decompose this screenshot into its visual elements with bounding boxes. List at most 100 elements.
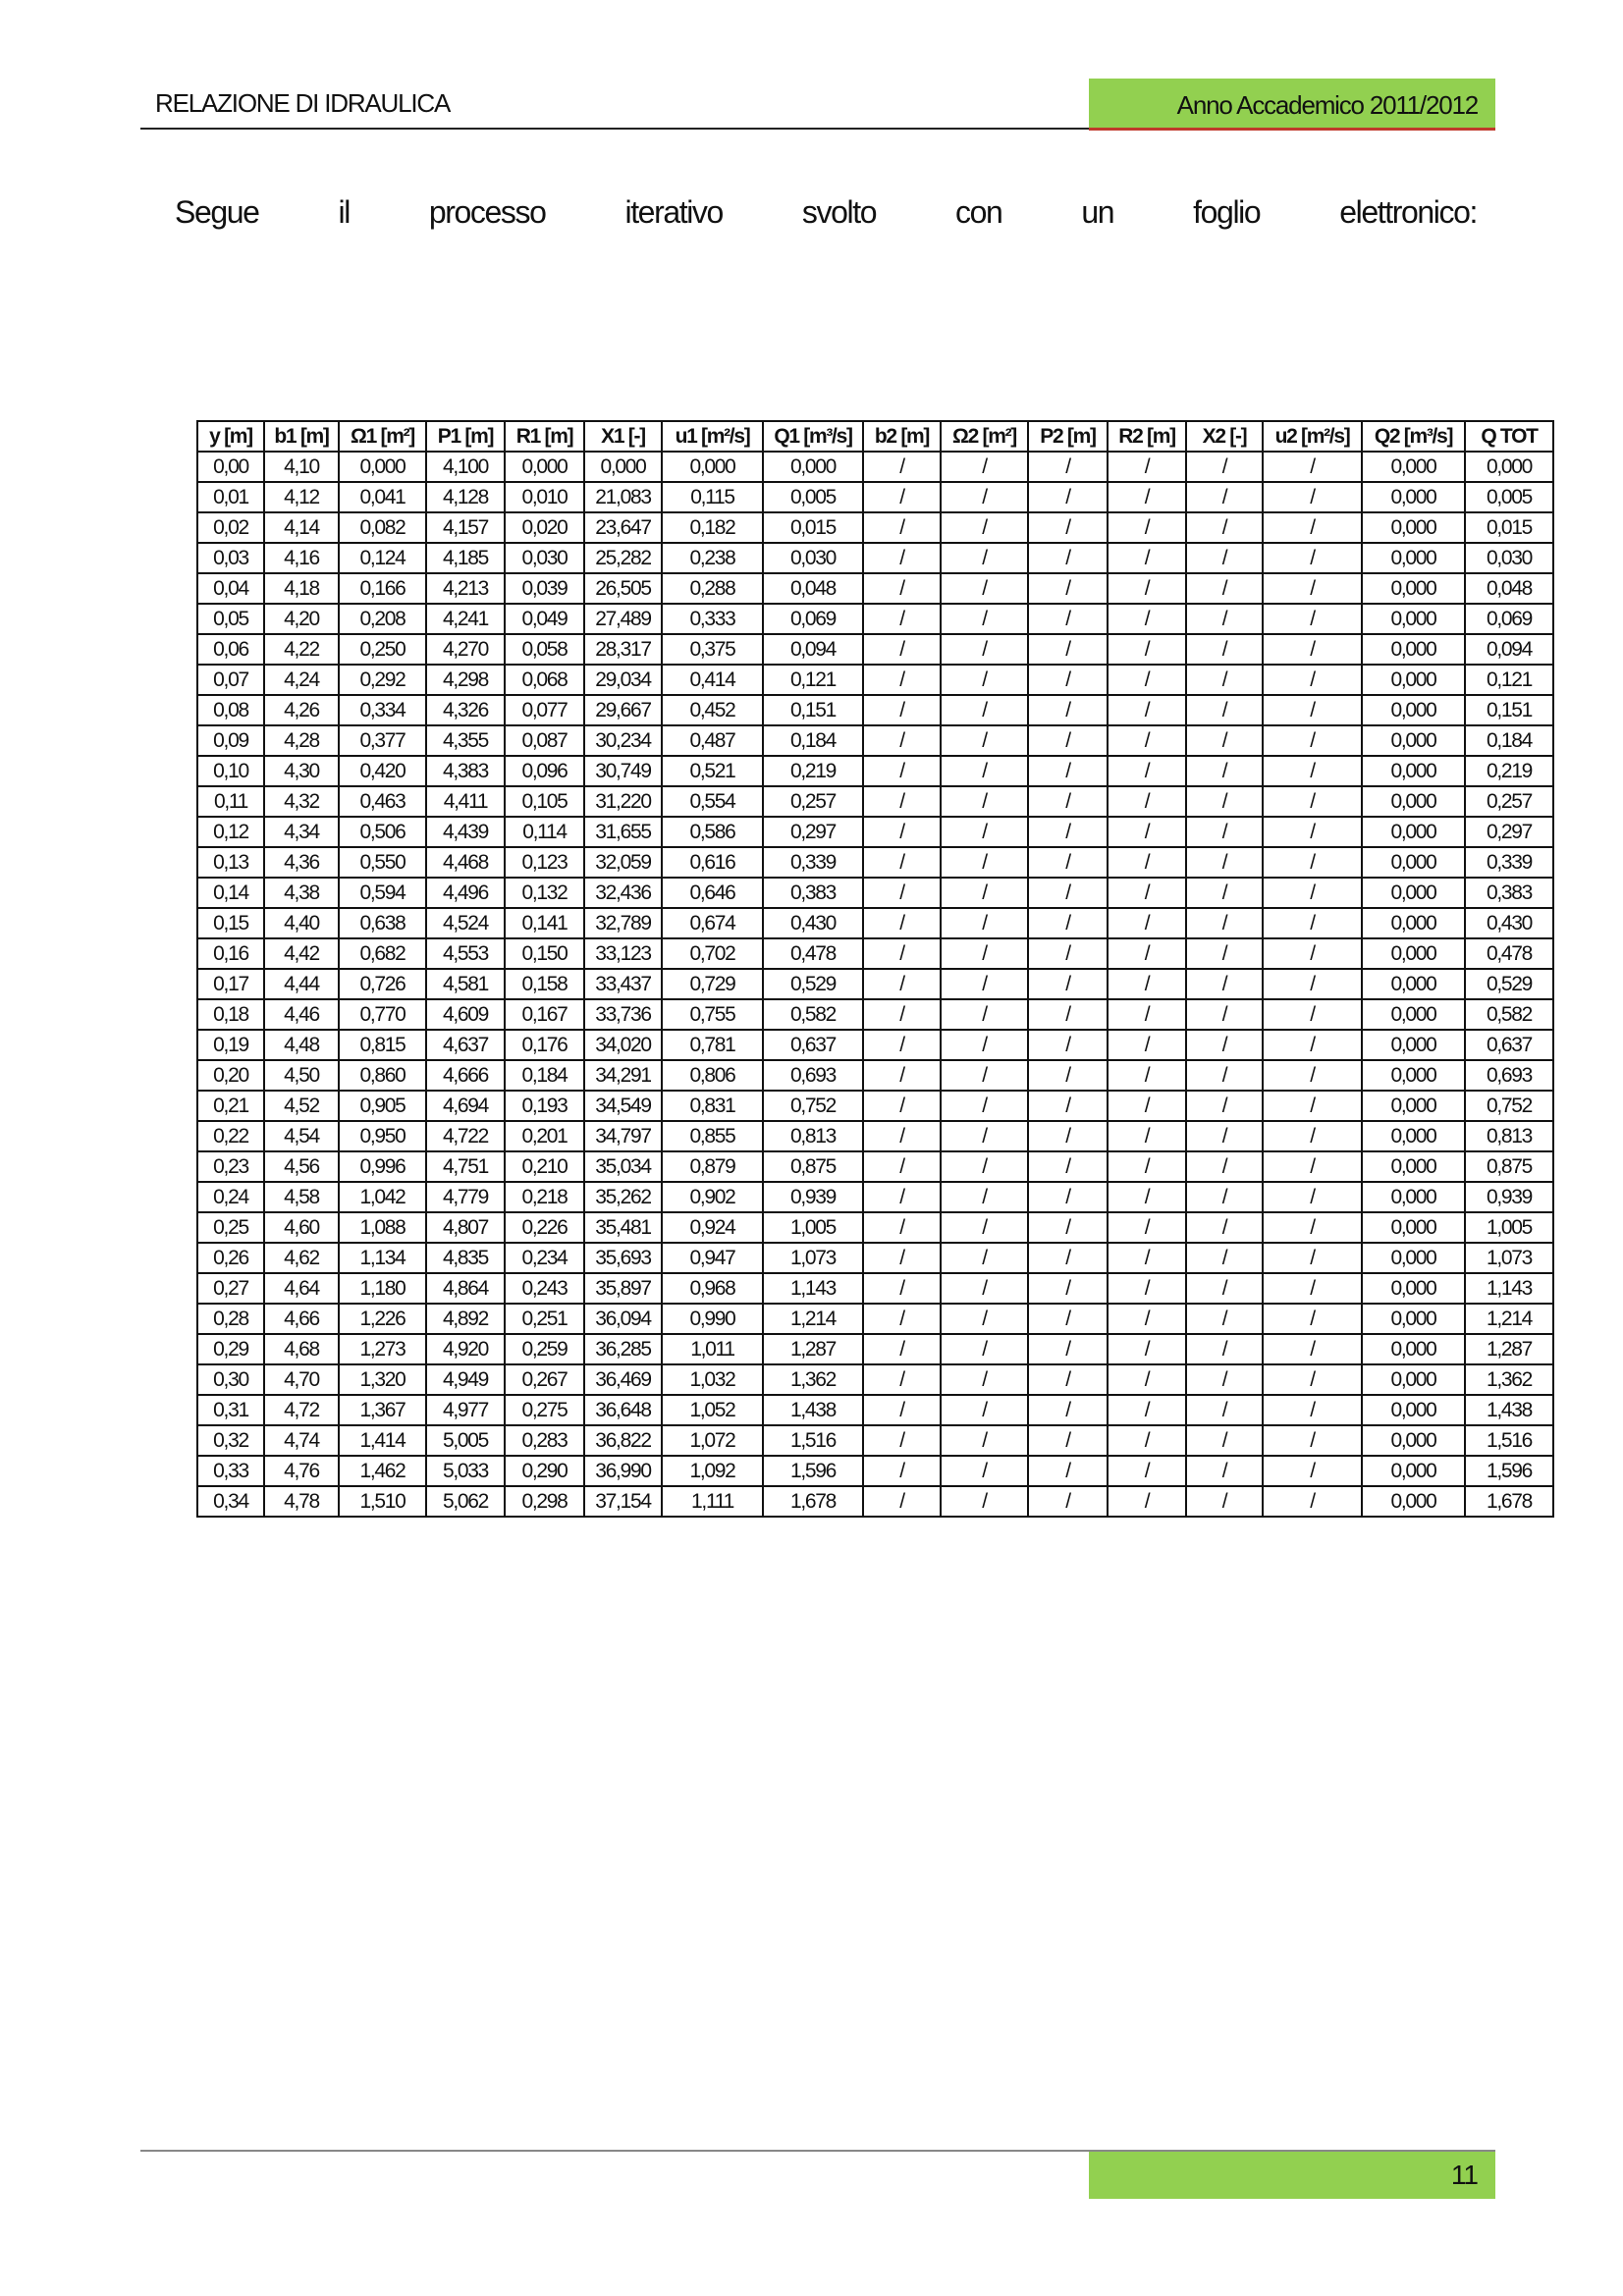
table-cell: / (1262, 1303, 1363, 1335)
table-cell: / (862, 603, 942, 635)
table-cell: 0,000 (762, 451, 864, 483)
table-cell: 0,01 (196, 481, 265, 513)
table-cell: 32,059 (583, 846, 663, 879)
table-cell: 21,083 (583, 481, 663, 513)
table-cell: 26,505 (583, 572, 663, 605)
table-cell: / (1107, 968, 1187, 1000)
table-cell: / (940, 1424, 1029, 1457)
table-cell: 0,990 (661, 1303, 764, 1335)
table-cell: / (1107, 724, 1187, 757)
table-cell: / (1107, 451, 1187, 483)
table-row: 0,33 4,76 1,462 5,033 0,290 36,990 1,092 1,596/… (196, 1455, 1554, 1487)
table-row: 0,16 4,42 0,682 4,553 0,150 33,123 0,702 0,478/… (196, 937, 1554, 970)
table-cell: / (1027, 572, 1109, 605)
table-cell: 0,815 (338, 1029, 427, 1061)
table-cell: / (1262, 1211, 1363, 1244)
table-cell: 1,088 (338, 1211, 427, 1244)
table-cell: / (1262, 1333, 1363, 1365)
table-cell: 0,048 (762, 572, 864, 605)
table-cell: 4,666 (425, 1059, 506, 1092)
table-cell: / (1107, 542, 1187, 574)
column-header: P1 [m] (425, 420, 506, 453)
column-header: u1 [m²/s] (661, 420, 764, 453)
table-cell: 0,000 (1361, 1363, 1466, 1396)
table-cell: 0,000 (1361, 785, 1466, 818)
table-cell: / (1027, 451, 1109, 483)
table-cell: / (1262, 1485, 1363, 1518)
table-cell: / (862, 633, 942, 666)
table-cell: / (862, 1455, 942, 1487)
table-cell: 4,892 (425, 1303, 506, 1335)
table-cell: 1,287 (762, 1333, 864, 1365)
table-cell: 0,184 (762, 724, 864, 757)
table-cell: 4,637 (425, 1029, 506, 1061)
table-cell: / (1107, 846, 1187, 879)
table-cell: 0,000 (1361, 968, 1466, 1000)
table-cell: / (1027, 1272, 1109, 1305)
table-cell: / (940, 755, 1029, 787)
table-cell: 0,26 (196, 1242, 265, 1274)
table-cell: / (1262, 633, 1363, 666)
table-cell: / (1027, 755, 1109, 787)
table-cell: 0,000 (1361, 1455, 1466, 1487)
table-cell: / (1107, 1211, 1187, 1244)
table-cell: 0,582 (762, 998, 864, 1031)
table-cell: 0,049 (504, 603, 585, 635)
table-cell: 4,326 (425, 694, 506, 726)
table-cell: / (862, 755, 942, 787)
table-cell: 0,637 (1464, 1029, 1554, 1061)
table-cell: 4,694 (425, 1090, 506, 1122)
column-header: X2 [-] (1185, 420, 1264, 453)
table-cell: 31,220 (583, 785, 663, 818)
intro-word: con (955, 194, 1003, 230)
table-cell: / (1185, 1242, 1264, 1274)
table-cell: 4,355 (425, 724, 506, 757)
table-row: 0,24 4,58 1,042 4,779 0,218 35,262 0,902 0,939/… (196, 1181, 1554, 1213)
table-cell: 0,23 (196, 1150, 265, 1183)
table-row: 0,19 4,48 0,815 4,637 0,176 34,020 0,781 0,637/… (196, 1029, 1554, 1061)
column-header: u2 [m²/s] (1262, 420, 1363, 453)
table-cell: / (1027, 816, 1109, 848)
table-cell: 0,030 (1464, 542, 1554, 574)
table-row: 0,13 4,36 0,550 4,468 0,123 32,059 0,616 0,339/… (196, 846, 1554, 879)
table-cell: 1,180 (338, 1272, 427, 1305)
table-cell: / (940, 451, 1029, 483)
table-cell: 0,292 (338, 664, 427, 696)
table-cell: / (940, 1485, 1029, 1518)
table-cell: 0,193 (504, 1090, 585, 1122)
table-cell: 0,000 (338, 451, 427, 483)
table-cell: 0,334 (338, 694, 427, 726)
table-row: 0,21 4,52 0,905 4,694 0,193 34,549 0,831 0,752/… (196, 1090, 1554, 1122)
table-cell: / (1107, 511, 1187, 544)
table-cell: 0,339 (762, 846, 864, 879)
table-cell: 28,317 (583, 633, 663, 666)
table-cell: 34,797 (583, 1120, 663, 1152)
table-cell: / (1185, 633, 1264, 666)
table-cell: / (1027, 846, 1109, 879)
table-row: 0,00 4,10 0,000 4,100 0,000 0,000 0,000 0,000//… (196, 451, 1554, 483)
table-cell: 0,000 (1361, 1059, 1466, 1092)
column-header: Ω1 [m²] (338, 420, 427, 453)
table-cell: 4,36 (263, 846, 340, 879)
table-cell: / (940, 542, 1029, 574)
page-number: 11 (1450, 2160, 1479, 2190)
table-cell: 0,646 (661, 877, 764, 909)
table-cell: / (1262, 907, 1363, 939)
table-cell: / (862, 1485, 942, 1518)
table-cell: / (940, 1394, 1029, 1426)
table-cell: 0,20 (196, 1059, 265, 1092)
table-cell: / (1107, 1120, 1187, 1152)
table-cell: 4,14 (263, 511, 340, 544)
table-cell: / (1107, 1485, 1187, 1518)
intro-word: processo (428, 194, 547, 230)
table-cell: 1,516 (762, 1424, 864, 1457)
table-cell: / (1027, 937, 1109, 970)
table-cell: 0,463 (338, 785, 427, 818)
table-cell: 0,000 (1361, 1272, 1466, 1305)
table-cell: 0,00 (196, 451, 265, 483)
table-cell: 4,26 (263, 694, 340, 726)
table-cell: 1,596 (762, 1455, 864, 1487)
table-cell: / (1107, 998, 1187, 1031)
table-row: 0,11 4,32 0,463 4,411 0,105 31,220 0,554 0,257/… (196, 785, 1554, 818)
table-cell: / (1107, 1333, 1187, 1365)
